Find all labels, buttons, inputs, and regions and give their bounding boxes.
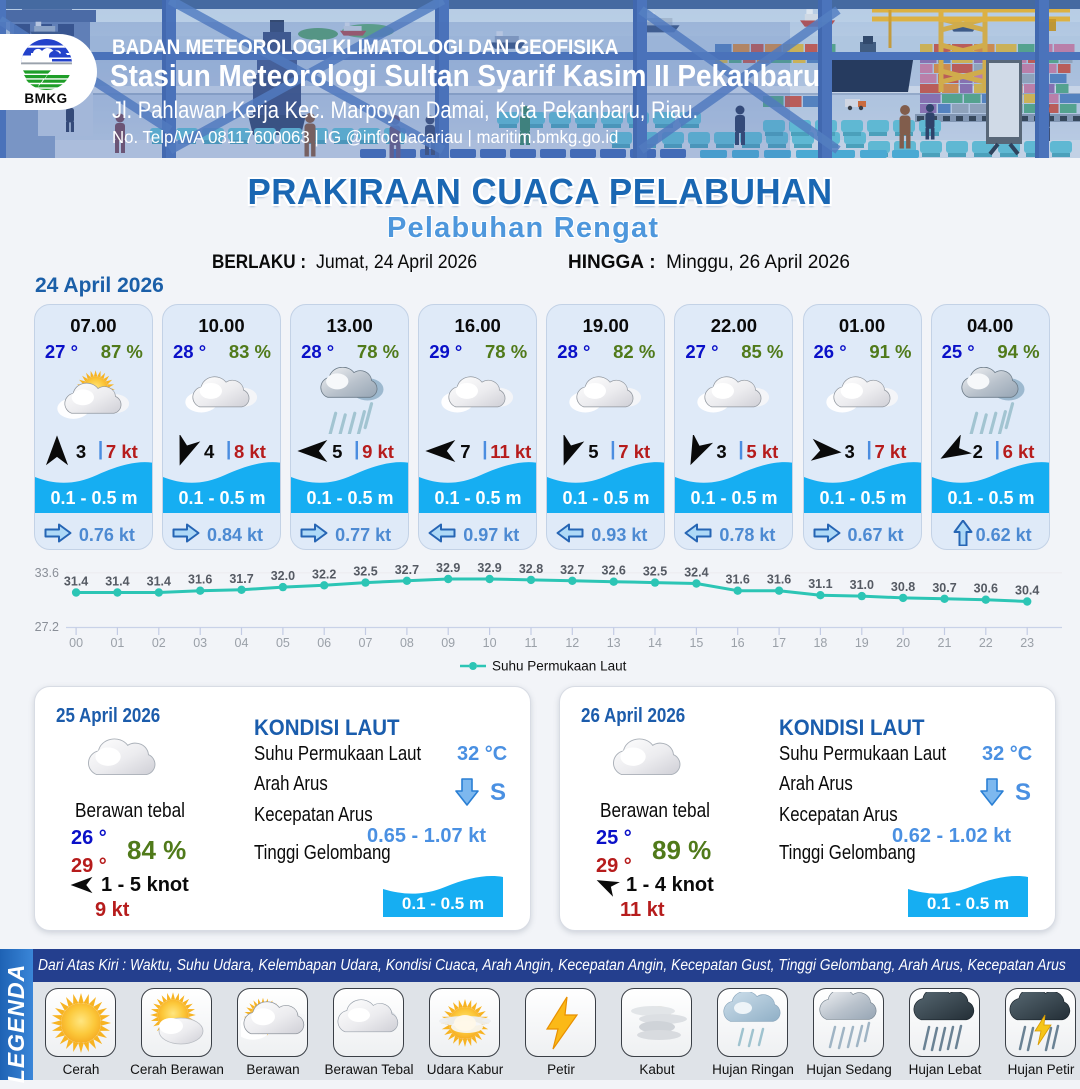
svg-text:32.2: 32.2 bbox=[312, 567, 336, 581]
svg-text:32.5: 32.5 bbox=[643, 565, 667, 579]
svg-text:04: 04 bbox=[235, 636, 249, 650]
svg-text:0.1 - 0.5 m: 0.1 - 0.5 m bbox=[50, 488, 137, 508]
svg-text:16: 16 bbox=[731, 636, 745, 650]
svg-text:00: 00 bbox=[69, 636, 83, 650]
svg-text:0.1 - 0.5 m: 0.1 - 0.5 m bbox=[819, 488, 906, 508]
svg-text:31.6: 31.6 bbox=[188, 573, 212, 587]
svg-text:Suhu Permukaan Laut: Suhu Permukaan Laut bbox=[492, 659, 627, 674]
svg-text:11: 11 bbox=[525, 636, 538, 650]
svg-text:06: 06 bbox=[317, 636, 331, 650]
svg-text:30.4: 30.4 bbox=[1015, 584, 1039, 598]
svg-text:31.6: 31.6 bbox=[726, 573, 750, 587]
svg-text:0.1 - 0.5 m: 0.1 - 0.5 m bbox=[178, 488, 265, 508]
svg-text:30.6: 30.6 bbox=[974, 582, 998, 596]
svg-text:23: 23 bbox=[1020, 636, 1034, 650]
svg-text:22: 22 bbox=[979, 636, 993, 650]
svg-text:21: 21 bbox=[938, 636, 952, 650]
svg-text:32.0: 32.0 bbox=[271, 569, 295, 583]
svg-text:13: 13 bbox=[607, 636, 621, 650]
svg-text:0.1 - 0.5 m: 0.1 - 0.5 m bbox=[691, 488, 778, 508]
svg-text:31.0: 31.0 bbox=[850, 578, 874, 592]
svg-text:32.7: 32.7 bbox=[395, 563, 419, 577]
svg-text:0.1 - 0.5 m: 0.1 - 0.5 m bbox=[402, 894, 484, 913]
svg-text:0.1 - 0.5 m: 0.1 - 0.5 m bbox=[307, 488, 394, 508]
svg-text:17: 17 bbox=[772, 636, 786, 650]
svg-text:32.4: 32.4 bbox=[684, 566, 708, 580]
svg-text:31.4: 31.4 bbox=[105, 575, 129, 589]
svg-text:31.7: 31.7 bbox=[229, 572, 253, 586]
svg-text:0.1 - 0.5 m: 0.1 - 0.5 m bbox=[947, 488, 1034, 508]
svg-text:32.8: 32.8 bbox=[519, 562, 543, 576]
svg-text:09: 09 bbox=[441, 636, 455, 650]
svg-text:32.9: 32.9 bbox=[436, 561, 460, 575]
svg-text:12: 12 bbox=[565, 636, 579, 650]
svg-text:32.9: 32.9 bbox=[477, 561, 501, 575]
svg-text:02: 02 bbox=[152, 636, 166, 650]
svg-text:10: 10 bbox=[483, 636, 497, 650]
svg-text:01: 01 bbox=[110, 636, 124, 650]
svg-text:31.6: 31.6 bbox=[767, 573, 791, 587]
svg-text:27.2: 27.2 bbox=[35, 620, 59, 634]
svg-text:15: 15 bbox=[689, 636, 703, 650]
svg-text:19: 19 bbox=[855, 636, 869, 650]
svg-text:32.7: 32.7 bbox=[560, 563, 584, 577]
svg-text:18: 18 bbox=[813, 636, 827, 650]
svg-text:20: 20 bbox=[896, 636, 910, 650]
svg-text:31.4: 31.4 bbox=[64, 575, 88, 589]
svg-text:32.6: 32.6 bbox=[602, 564, 626, 578]
svg-text:0.1 - 0.5 m: 0.1 - 0.5 m bbox=[435, 488, 522, 508]
svg-text:33.6: 33.6 bbox=[35, 566, 59, 580]
svg-text:03: 03 bbox=[193, 636, 207, 650]
svg-text:31.4: 31.4 bbox=[147, 575, 171, 589]
svg-text:32.5: 32.5 bbox=[353, 565, 377, 579]
svg-text:0.1 - 0.5 m: 0.1 - 0.5 m bbox=[563, 488, 650, 508]
svg-text:05: 05 bbox=[276, 636, 290, 650]
svg-text:0.1 - 0.5 m: 0.1 - 0.5 m bbox=[927, 894, 1009, 913]
svg-text:07: 07 bbox=[359, 636, 373, 650]
svg-text:14: 14 bbox=[648, 636, 662, 650]
svg-text:30.7: 30.7 bbox=[932, 581, 956, 595]
svg-text:30.8: 30.8 bbox=[891, 580, 915, 594]
svg-text:31.1: 31.1 bbox=[808, 577, 832, 591]
svg-text:08: 08 bbox=[400, 636, 414, 650]
